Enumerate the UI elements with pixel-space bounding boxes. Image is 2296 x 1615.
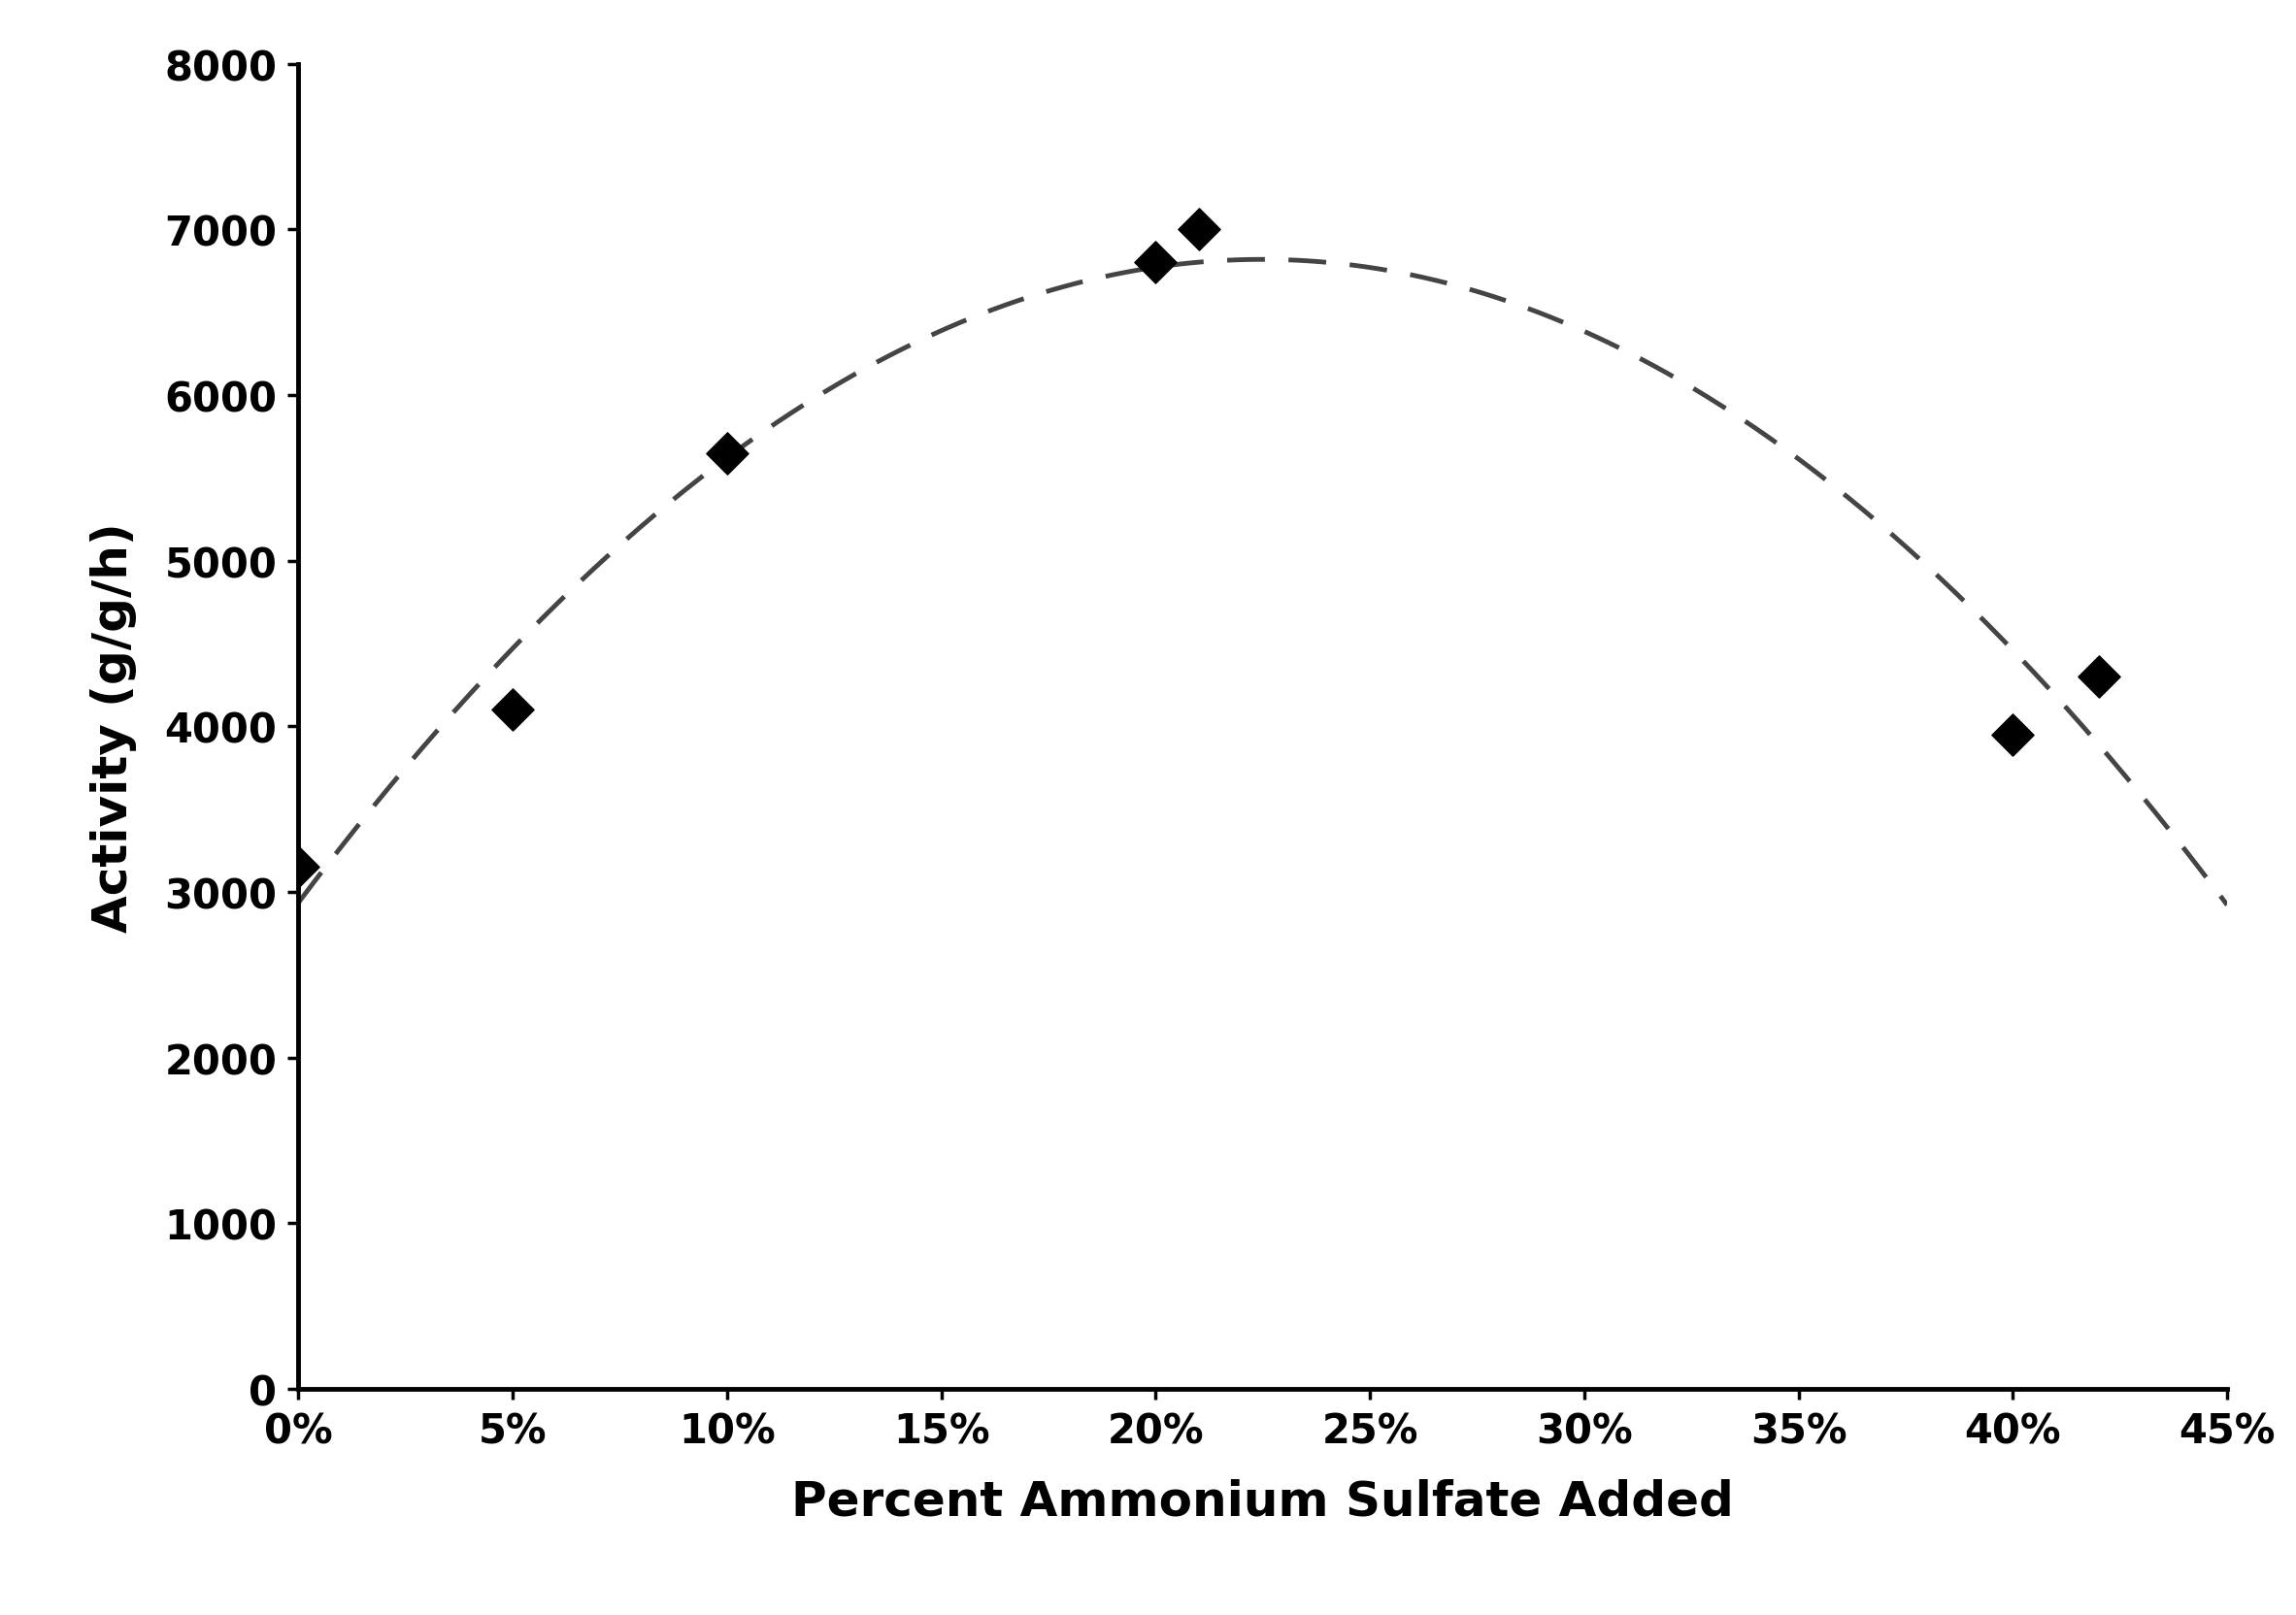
Point	[494, 698, 530, 724]
Point	[709, 441, 746, 467]
X-axis label: Percent Ammonium Sulfate Added: Percent Ammonium Sulfate Added	[792, 1478, 1733, 1525]
Point	[280, 854, 317, 880]
Point	[1137, 250, 1173, 276]
Point	[1995, 722, 2032, 748]
Point	[1180, 218, 1217, 244]
Point	[2080, 664, 2117, 690]
Y-axis label: Activity (g/g/h): Activity (g/g/h)	[92, 522, 138, 932]
